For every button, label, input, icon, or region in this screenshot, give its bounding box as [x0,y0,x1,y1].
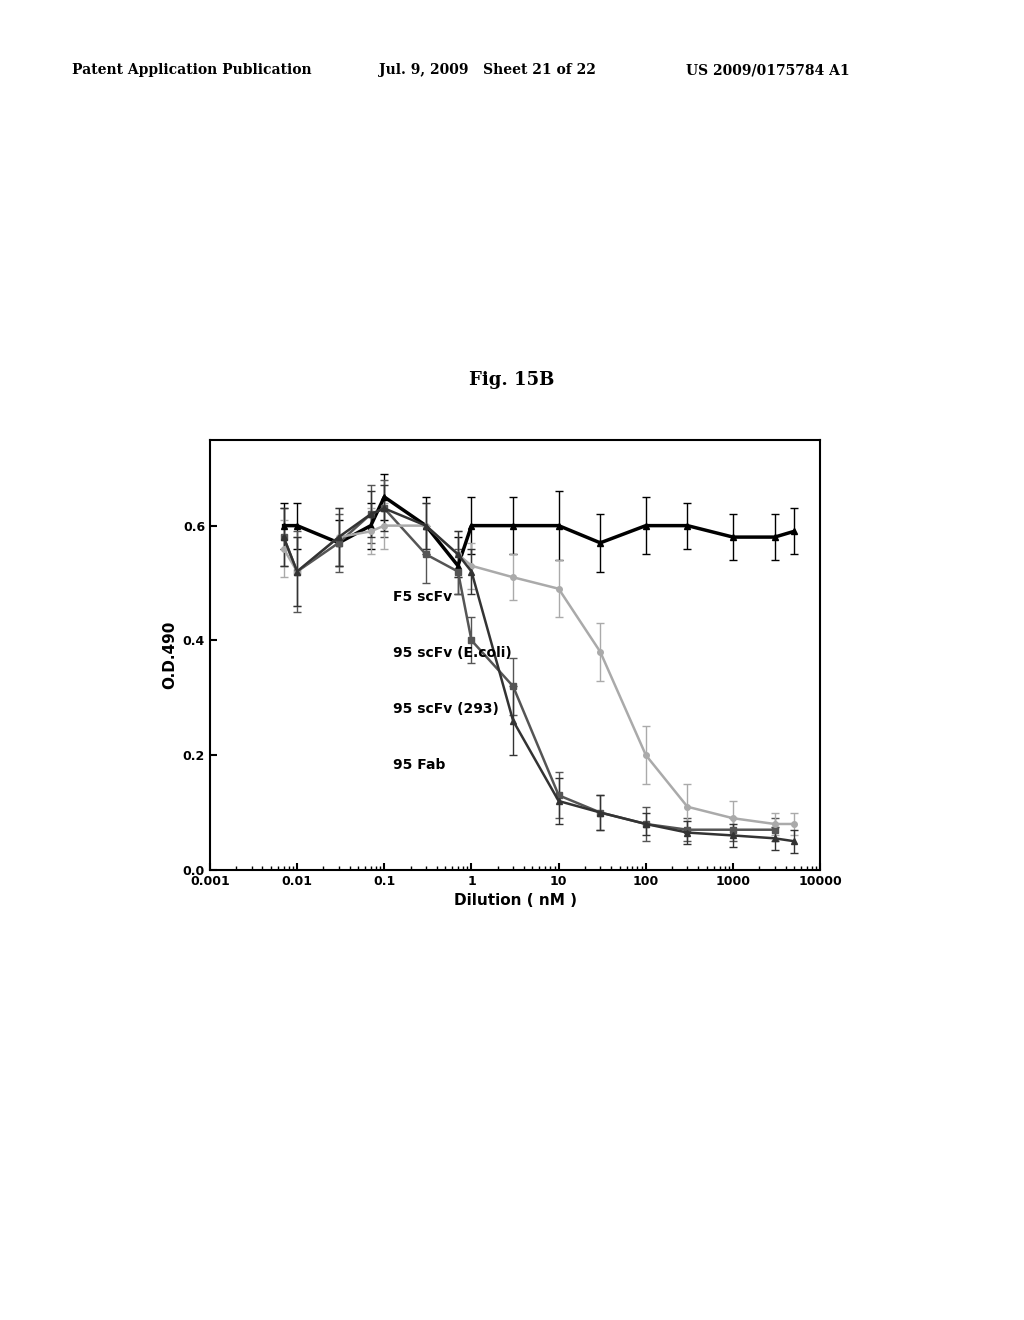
Text: 95 scFv (293): 95 scFv (293) [393,702,499,715]
Text: F5 scFv: F5 scFv [393,590,453,605]
X-axis label: Dilution ( nM ): Dilution ( nM ) [454,894,577,908]
Y-axis label: O.D.490: O.D.490 [162,620,177,689]
Text: 95 Fab: 95 Fab [393,758,445,772]
Text: Fig. 15B: Fig. 15B [469,371,555,389]
Text: Patent Application Publication: Patent Application Publication [72,63,311,78]
Text: Jul. 9, 2009   Sheet 21 of 22: Jul. 9, 2009 Sheet 21 of 22 [379,63,596,78]
Text: US 2009/0175784 A1: US 2009/0175784 A1 [686,63,850,78]
Text: 95 scFv (E.coli): 95 scFv (E.coli) [393,645,512,660]
